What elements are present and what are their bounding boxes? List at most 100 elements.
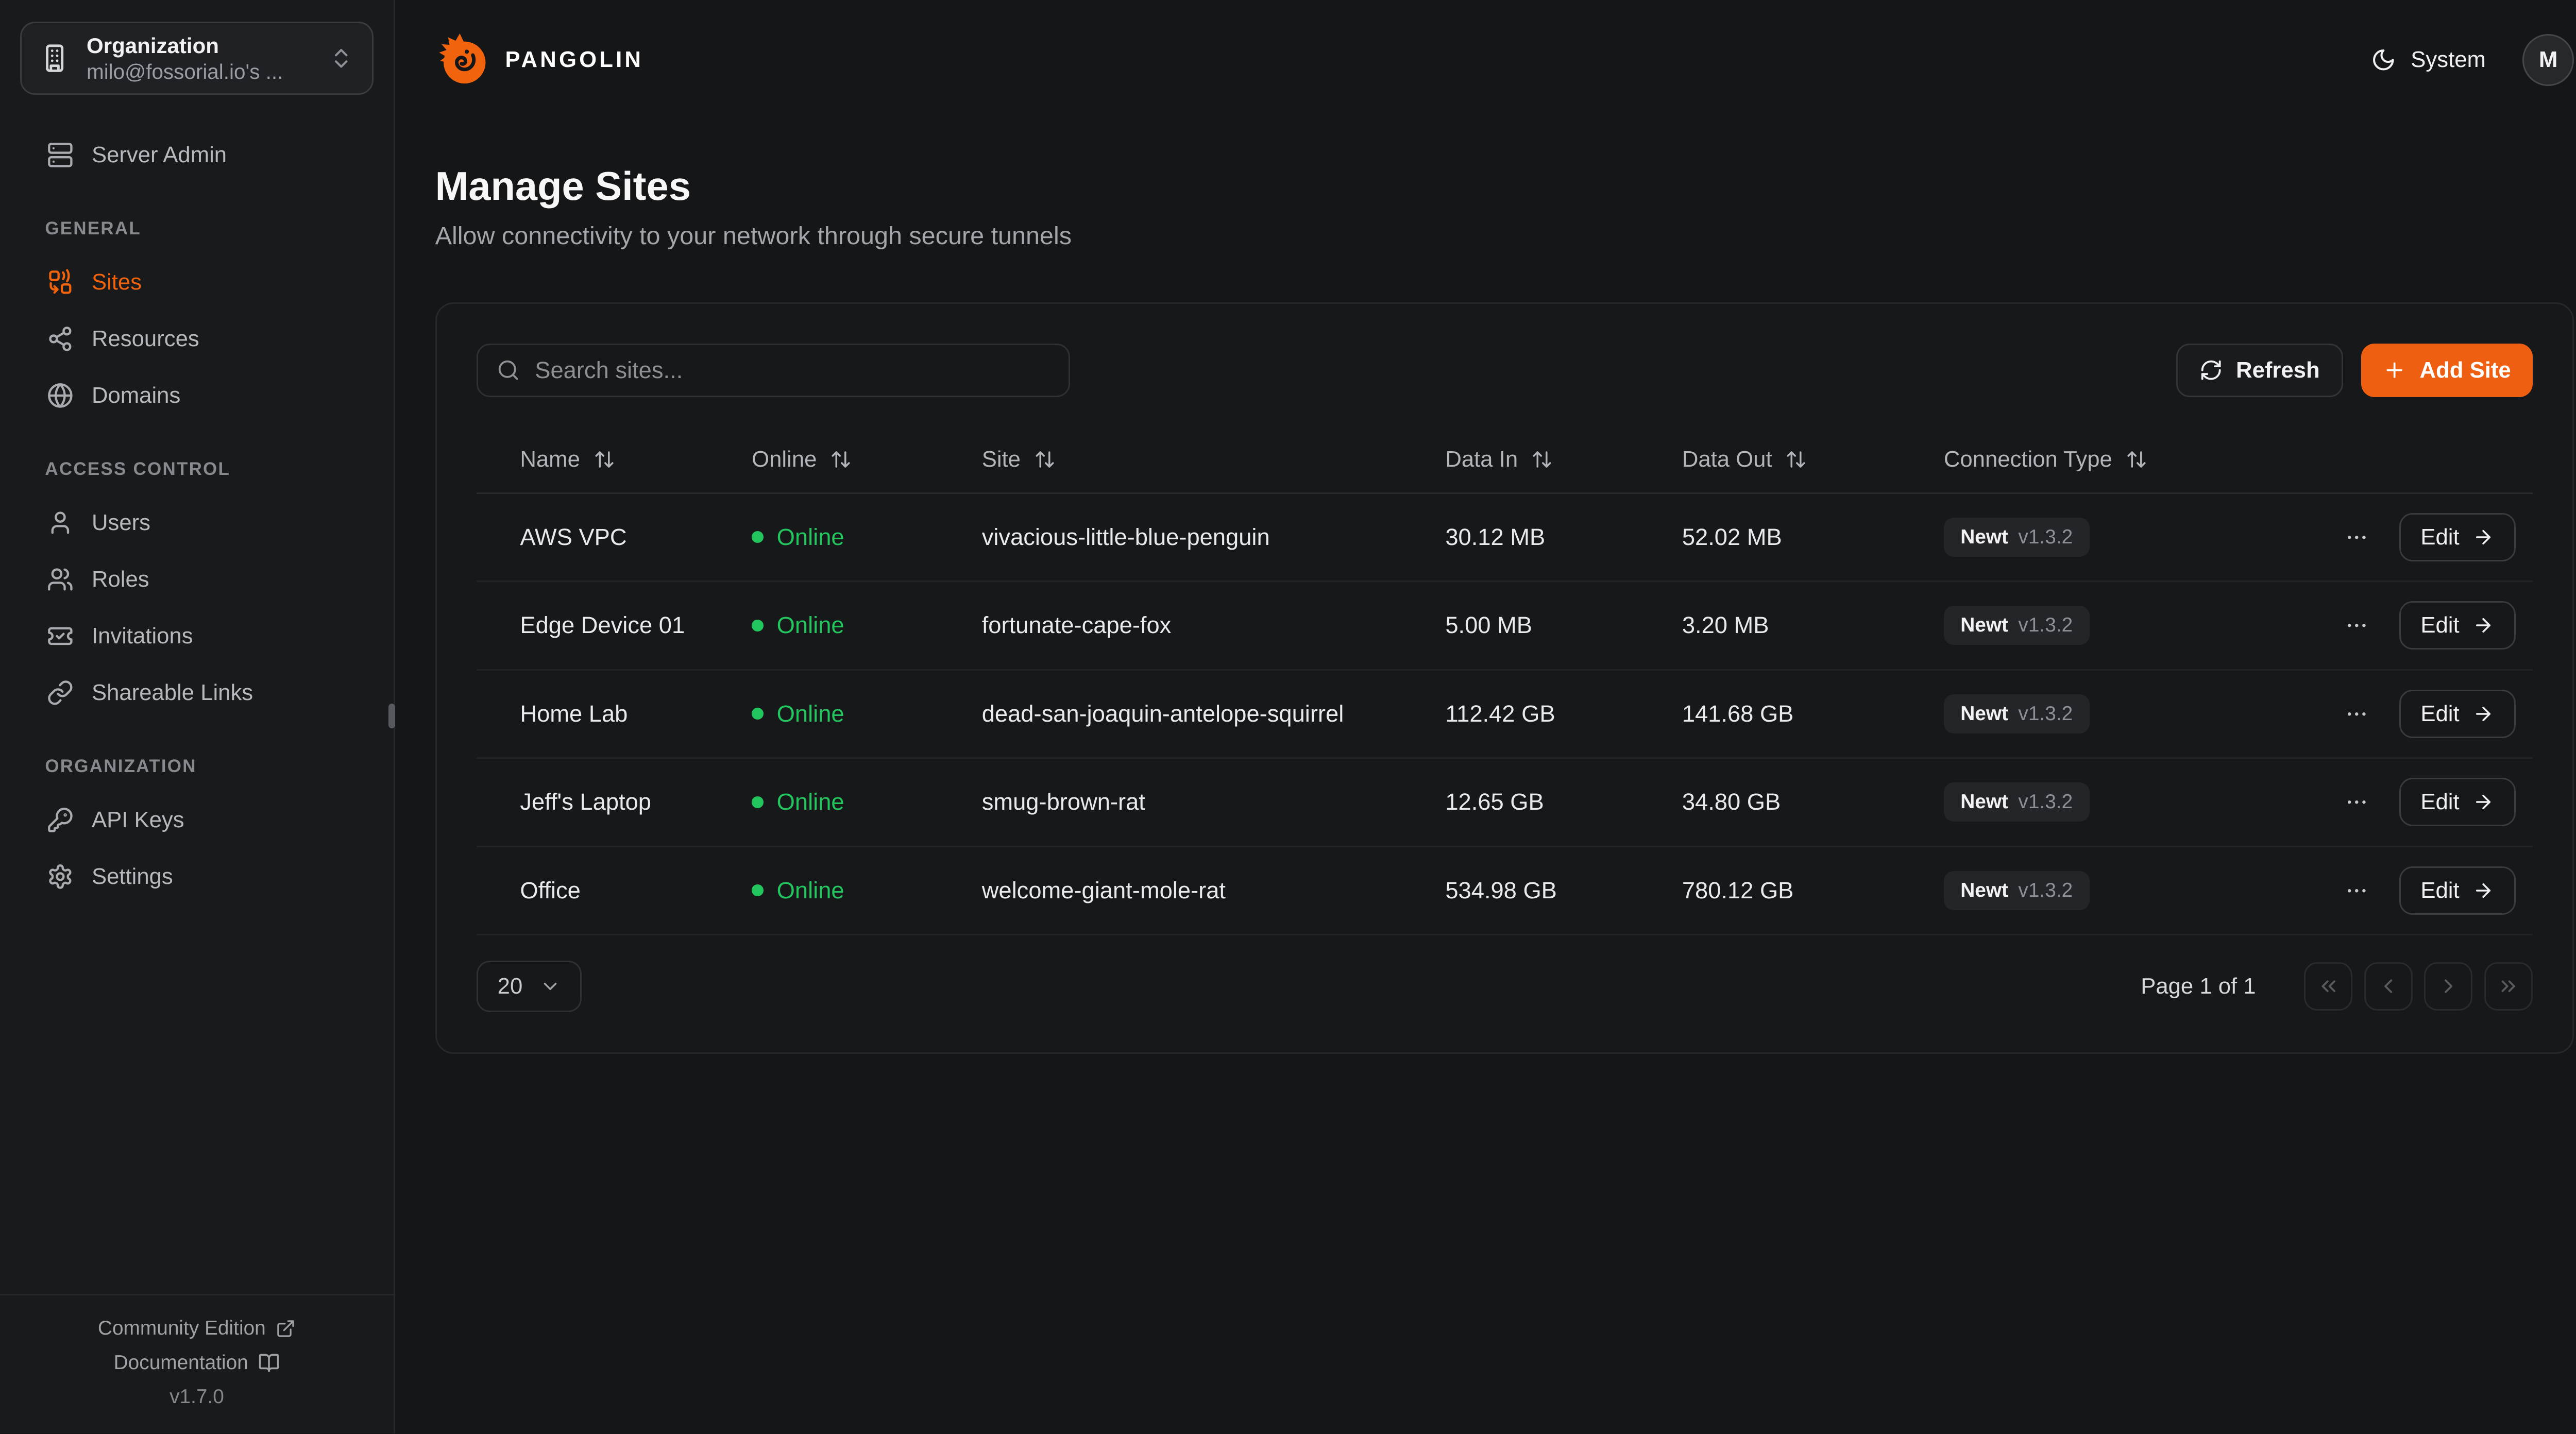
edit-button[interactable]: Edit (2399, 778, 2516, 827)
topbar-right: System M (2371, 34, 2574, 86)
theme-label: System (2411, 47, 2486, 73)
online-dot-icon (752, 531, 764, 543)
edit-button[interactable]: Edit (2399, 689, 2516, 738)
data-out-value: 34.80 GB (1682, 789, 1781, 815)
page-size-select[interactable]: 20 (477, 960, 582, 1012)
sidebar-item-resources[interactable]: Resources (20, 312, 374, 366)
edit-button[interactable]: Edit (2399, 513, 2516, 561)
building-icon (40, 43, 70, 73)
edit-label: Edit (2420, 701, 2460, 726)
sidebar-nav: Server Admin GENERAL Sites Resources Dom (0, 95, 394, 1294)
app-version: v1.7.0 (170, 1386, 224, 1408)
row-menu-button[interactable] (2341, 698, 2372, 729)
sidebar-item-roles[interactable]: Roles (20, 553, 374, 606)
row-actions: Edit (2341, 601, 2516, 650)
community-edition-link[interactable]: Community Edition (98, 1317, 296, 1340)
site-slug: dead-san-joaquin-antelope-squirrel (981, 700, 1344, 727)
sidebar-item-sites[interactable]: Sites (20, 255, 374, 309)
row-actions: Edit (2341, 866, 2516, 915)
book-open-icon (258, 1352, 280, 1374)
connection-type: Newt (1960, 791, 2008, 813)
key-icon (47, 807, 74, 833)
first-page-button[interactable] (2304, 962, 2353, 1011)
column-header-site[interactable]: Site (982, 447, 1446, 472)
sidebar-item-invitations[interactable]: Invitations (20, 609, 374, 663)
connection-version: v1.3.2 (2018, 525, 2073, 548)
status-label: Online (776, 700, 844, 727)
sidebar-footer: Community Edition Documentation v1.7.0 (0, 1294, 394, 1433)
ellipsis-icon (2344, 878, 2369, 903)
sidebar-item-shareable-links[interactable]: Shareable Links (20, 666, 374, 720)
chevron-left-icon (2377, 975, 2400, 998)
sidebar-resize-handle[interactable] (388, 703, 395, 729)
column-header-connection-type[interactable]: Connection Type (1944, 447, 2516, 472)
connection-type-badge: Newt v1.3.2 (1943, 782, 2090, 822)
row-menu-button[interactable] (2341, 787, 2372, 818)
connection-version: v1.3.2 (2018, 791, 2073, 813)
arrow-right-icon (2472, 526, 2494, 548)
sort-arrows-icon (1531, 449, 1553, 470)
avatar[interactable]: M (2522, 34, 2574, 86)
next-page-button[interactable] (2424, 962, 2473, 1011)
column-header-online[interactable]: Online (752, 447, 982, 472)
brand-logo[interactable]: PANGOLIN (435, 32, 644, 88)
site-slug: welcome-giant-mole-rat (981, 877, 1226, 903)
search-box (477, 344, 1071, 397)
sidebar-item-domains[interactable]: Domains (20, 369, 374, 422)
last-page-button[interactable] (2484, 962, 2533, 1011)
org-switcher[interactable]: Organization milo@fossorial.io's ... (20, 22, 374, 95)
column-label: Site (981, 447, 1021, 472)
org-switcher-value: milo@fossorial.io's ... (87, 59, 283, 83)
status-label: Online (776, 877, 844, 903)
sidebar-item-label: Resources (91, 326, 199, 352)
moon-icon (2371, 47, 2396, 73)
sidebar-item-api-keys[interactable]: API Keys (20, 794, 374, 847)
sidebar-item-label: Roles (91, 567, 149, 592)
status-label: Online (776, 789, 844, 815)
column-header-data-out[interactable]: Data Out (1682, 447, 1944, 472)
community-edition-label: Community Edition (97, 1317, 266, 1340)
online-dot-icon (752, 796, 764, 808)
avatar-initial: M (2539, 47, 2558, 73)
row-menu-button[interactable] (2341, 521, 2372, 553)
main-content: PANGOLIN System M Manage Sites Allow con… (395, 0, 2576, 1054)
add-site-button[interactable]: Add Site (2361, 344, 2533, 397)
connection-type: Newt (1960, 614, 2008, 637)
status-label: Online (776, 612, 844, 639)
site-slug: smug-brown-rat (981, 789, 1145, 815)
edit-button[interactable]: Edit (2399, 866, 2516, 915)
data-in-value: 12.65 GB (1445, 789, 1544, 815)
sidebar-item-server-admin[interactable]: Server Admin (20, 128, 374, 182)
connection-type: Newt (1960, 879, 2008, 901)
refresh-button[interactable]: Refresh (2176, 344, 2343, 397)
status-label: Online (776, 523, 844, 550)
connection-type-badge: Newt v1.3.2 (1943, 694, 2090, 733)
row-menu-button[interactable] (2341, 610, 2372, 641)
column-header-data-in[interactable]: Data In (1445, 447, 1682, 472)
data-out-value: 780.12 GB (1682, 877, 1794, 903)
search-input[interactable] (535, 357, 1050, 384)
chevrons-left-icon (2317, 975, 2340, 998)
ellipsis-icon (2344, 790, 2369, 815)
edit-label: Edit (2420, 789, 2460, 815)
theme-toggle[interactable]: System (2371, 47, 2486, 73)
edit-button[interactable]: Edit (2399, 601, 2516, 650)
sidebar-section-general: GENERAL (45, 218, 142, 238)
column-header-name[interactable]: Name (520, 447, 752, 472)
connection-version: v1.3.2 (2018, 879, 2073, 901)
row-actions: Edit (2341, 513, 2516, 561)
online-dot-icon (752, 619, 764, 631)
ellipsis-icon (2344, 702, 2369, 727)
row-menu-button[interactable] (2341, 875, 2372, 906)
sites-toolbar: Refresh Add Site (477, 344, 2533, 397)
status-badge: Online (752, 612, 982, 639)
sidebar-item-settings[interactable]: Settings (20, 850, 374, 904)
sidebar-item-label: Invitations (91, 623, 193, 649)
connection-type: Newt (1960, 525, 2008, 548)
sidebar-item-users[interactable]: Users (20, 496, 374, 550)
previous-page-button[interactable] (2364, 962, 2413, 1011)
brand-name: PANGOLIN (505, 47, 644, 73)
org-switcher-label: Organization (87, 33, 219, 58)
ticket-check-icon (47, 623, 74, 650)
documentation-link[interactable]: Documentation (114, 1352, 280, 1374)
